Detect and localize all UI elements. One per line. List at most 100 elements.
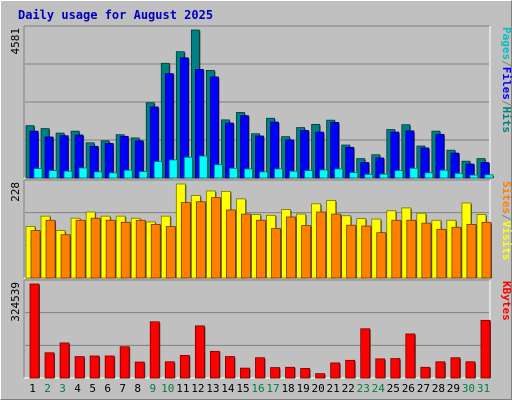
sites-bar (361, 225, 372, 279)
kbytes-bar (104, 355, 115, 379)
sites-bar (271, 228, 281, 279)
kbytes-bar (29, 283, 40, 379)
sites-bar (421, 222, 432, 279)
sites-bar (165, 226, 176, 279)
kbytes-bar (300, 368, 310, 379)
day-label: 4 (74, 382, 81, 395)
pages-bar (409, 167, 419, 179)
pages-bar (379, 173, 389, 179)
pages-bar (364, 174, 374, 179)
kbytes-bar (209, 350, 220, 379)
pages-bar (229, 167, 238, 179)
sites-bar (376, 232, 387, 279)
kbytes-bar (345, 359, 356, 379)
pages-files-hits-legend: Pages/Files/Hits (500, 27, 512, 133)
kbytes-bar (465, 361, 476, 379)
sites-bar (451, 226, 462, 279)
sites-bar (30, 230, 41, 279)
pages-bar (304, 170, 313, 179)
kbytes-bar (285, 366, 295, 379)
pages-bar (108, 172, 118, 179)
pages-files-hits-max-label: 4581 (9, 28, 22, 55)
sites-bar (105, 219, 116, 279)
sites-bar (210, 197, 221, 279)
pages-bar (439, 169, 449, 179)
sites-bar (481, 221, 492, 279)
sites-bar (135, 219, 146, 279)
day-label: 31 (477, 382, 490, 395)
sites-bar (316, 211, 327, 279)
sites-bar (45, 219, 56, 279)
pages-bar (48, 170, 58, 179)
pages-bar (168, 159, 178, 179)
legend-item: Files (500, 67, 512, 100)
kbytes-bar (255, 357, 265, 379)
sites-bar (346, 224, 357, 279)
kbytes-bar (134, 361, 145, 379)
day-label: 13 (206, 382, 219, 395)
sites-bar (195, 201, 206, 279)
day-label: 3 (59, 382, 66, 395)
kbytes-bar (89, 355, 100, 379)
pages-bar (274, 168, 283, 179)
day-label: 27 (417, 382, 430, 395)
kbytes-bar (240, 367, 250, 379)
pages-bar (244, 168, 253, 179)
kbytes-bar (450, 357, 461, 379)
day-label: 18 (281, 382, 294, 395)
kbytes-bar (179, 355, 190, 379)
pages-bar (469, 174, 479, 179)
day-label: 29 (447, 382, 460, 395)
kbytes-bar (360, 328, 371, 379)
day-label: 2 (44, 382, 51, 395)
pages-bar (138, 171, 148, 179)
day-label: 10 (161, 382, 174, 395)
day-label: 26 (402, 382, 415, 395)
sites-bar (466, 224, 477, 279)
sites-bar (60, 234, 71, 279)
sites-bar (90, 217, 101, 279)
kbytes-bar (435, 361, 446, 379)
kbytes-bar (44, 352, 55, 379)
legend-item: / (500, 100, 512, 107)
kbytes-bar (119, 346, 130, 379)
day-label: 7 (119, 382, 126, 395)
sites-bar (226, 209, 236, 279)
day-label: 11 (176, 382, 189, 395)
pages-bar (394, 170, 404, 179)
day-label: 16 (251, 382, 264, 395)
sites-bar (241, 213, 251, 279)
pages-bar (259, 171, 268, 179)
day-label: 30 (462, 382, 475, 395)
chart-title: Daily usage for August 2025 (18, 8, 214, 22)
kbytes-bar (225, 356, 235, 379)
pages-bar (424, 172, 434, 179)
day-label: 5 (89, 382, 96, 395)
day-label: 20 (312, 382, 325, 395)
day-label: 24 (372, 382, 386, 395)
sites-bar (436, 228, 447, 279)
kbytes-bar (194, 325, 205, 379)
legend-item: KBytes (500, 281, 512, 321)
files-bar (209, 76, 219, 179)
pages-bar (289, 170, 298, 179)
kbytes-bar (480, 319, 491, 379)
day-label: 8 (134, 382, 141, 395)
kbytes-bar (270, 367, 280, 379)
kbytes-max-label: 324539 (9, 282, 22, 322)
sites-bar (75, 219, 86, 279)
sites-bar (406, 219, 417, 279)
kbytes-legend: KBytes (500, 281, 512, 321)
kbytes-bar (405, 333, 416, 379)
sites-bar (120, 221, 131, 279)
legend-item: Pages (500, 27, 512, 60)
kbytes-bar (59, 342, 70, 379)
kbytes-bar (74, 356, 85, 379)
sites-bar (150, 224, 161, 279)
sites-bar (256, 219, 266, 279)
pages-bar (153, 161, 163, 179)
day-label: 25 (387, 382, 400, 395)
kbytes-bar (149, 321, 160, 379)
day-label: 9 (149, 382, 156, 395)
day-label: 21 (327, 382, 340, 395)
